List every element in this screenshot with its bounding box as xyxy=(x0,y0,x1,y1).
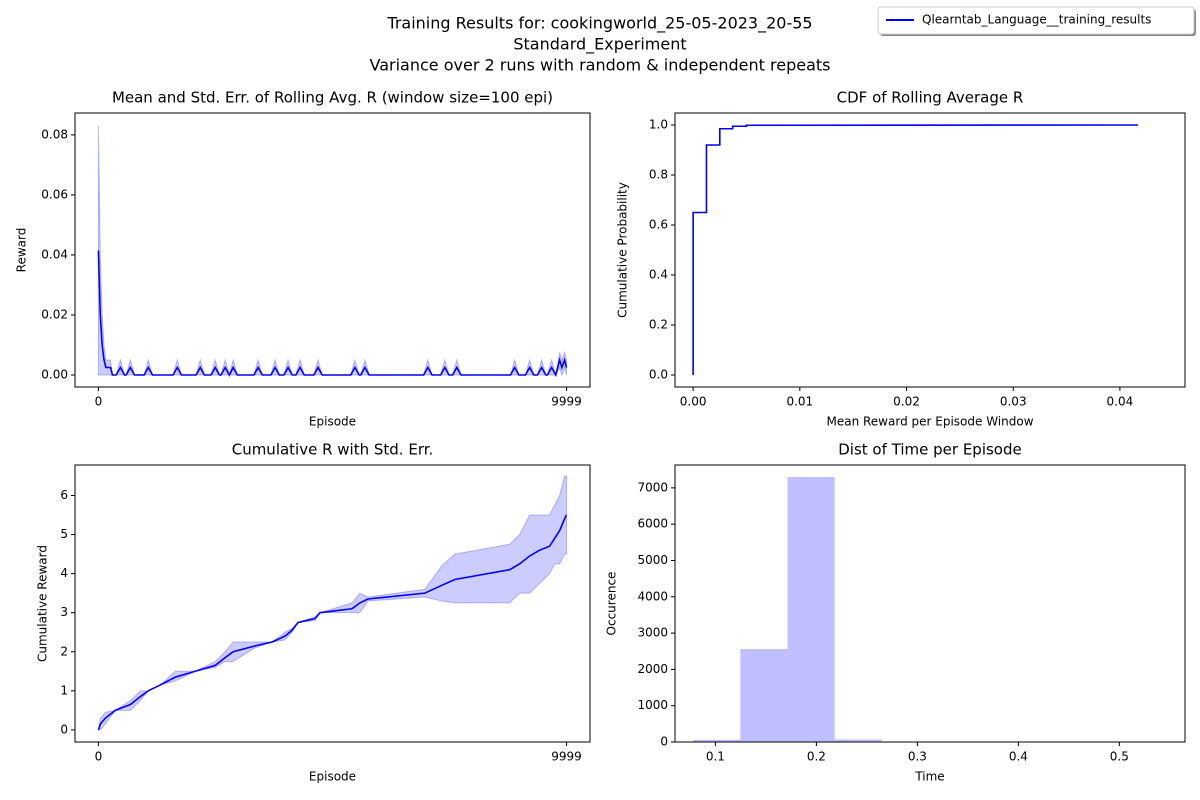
y-tick-label: 1 xyxy=(60,683,68,697)
subplot-title: CDF of Rolling Average R xyxy=(837,89,1024,107)
x-tick-label: 0.01 xyxy=(786,395,813,409)
x-axis-label: Time xyxy=(914,770,944,784)
x-tick-label: 0.04 xyxy=(1107,395,1134,409)
y-axis-label: Occurence xyxy=(605,572,619,636)
y-tick-label: 7000 xyxy=(637,480,668,494)
x-tick-label: 9999 xyxy=(551,395,582,409)
y-tick-label: 2000 xyxy=(637,662,668,676)
y-tick-label: 5000 xyxy=(637,553,668,567)
y-tick-label: 4000 xyxy=(637,589,668,603)
y-axis-label: Cumulative Probability xyxy=(616,182,630,318)
y-tick-label: 4 xyxy=(60,566,68,580)
y-tick-label: 0.08 xyxy=(41,127,68,141)
x-tick-label: 9999 xyxy=(551,750,582,764)
axes-frame xyxy=(74,112,591,388)
bar xyxy=(740,649,788,742)
y-tick-label: 0.00 xyxy=(41,367,68,381)
bar xyxy=(834,739,882,742)
subplot-title: Cumulative R with Std. Err. xyxy=(232,441,434,459)
y-tick-label: 6000 xyxy=(637,517,668,531)
axes-frame xyxy=(674,464,1186,743)
y-tick-label: 5 xyxy=(60,527,68,541)
y-tick-label: 0 xyxy=(660,735,668,749)
legend-label: Qlearntab_Language__training_results xyxy=(922,13,1151,27)
subplot-title: Dist of Time per Episode xyxy=(838,441,1021,459)
x-tick-label: 0.2 xyxy=(807,750,826,764)
y-tick-label: 2 xyxy=(60,644,68,658)
y-tick-label: 0.2 xyxy=(649,318,668,332)
x-tick-label: 0.3 xyxy=(908,750,927,764)
bar xyxy=(787,476,835,742)
figure-title: Training Results for: cookingworld_25-05… xyxy=(386,14,812,34)
x-tick-label: 0.1 xyxy=(706,750,725,764)
y-axis-label: Cumulative Reward xyxy=(36,545,50,662)
axes-frame xyxy=(74,464,591,743)
y-tick-label: 6 xyxy=(60,488,68,502)
y-tick-label: 0.0 xyxy=(649,368,668,382)
figure-title: Standard_Experiment xyxy=(513,35,686,55)
line xyxy=(97,514,568,731)
y-tick-label: 0.8 xyxy=(649,168,668,182)
figure-title: Variance over 2 runs with random & indep… xyxy=(370,56,831,75)
y-tick-label: 0.06 xyxy=(41,187,68,201)
x-axis-label: Episode xyxy=(309,415,356,429)
x-tick-label: 0.03 xyxy=(1000,395,1027,409)
y-tick-label: 0.02 xyxy=(41,307,68,321)
line xyxy=(692,124,1139,375)
x-tick-label: 0.4 xyxy=(1009,750,1028,764)
y-tick-label: 3000 xyxy=(637,626,668,640)
y-tick-label: 3 xyxy=(60,605,68,619)
y-tick-label: 0.4 xyxy=(649,268,668,282)
x-tick-label: 0 xyxy=(95,395,103,409)
y-tick-label: 0.6 xyxy=(649,218,668,232)
x-axis-label: Mean Reward per Episode Window xyxy=(826,415,1033,429)
y-tick-label: 1.0 xyxy=(649,118,668,132)
bar xyxy=(693,739,741,742)
x-tick-label: 0.5 xyxy=(1110,750,1129,764)
subplot-title: Mean and Std. Err. of Rolling Avg. R (wi… xyxy=(112,89,553,107)
x-tick-label: 0.00 xyxy=(680,395,707,409)
axes-frame xyxy=(674,112,1186,388)
y-tick-label: 0.04 xyxy=(41,247,68,261)
x-tick-label: 0 xyxy=(95,750,103,764)
legend xyxy=(877,6,1195,35)
x-tick-label: 0.02 xyxy=(893,395,920,409)
y-tick-label: 1000 xyxy=(637,698,668,712)
line xyxy=(97,250,568,378)
x-axis-label: Episode xyxy=(309,770,356,784)
y-tick-label: 0 xyxy=(60,722,68,736)
y-axis-label: Reward xyxy=(15,228,29,273)
